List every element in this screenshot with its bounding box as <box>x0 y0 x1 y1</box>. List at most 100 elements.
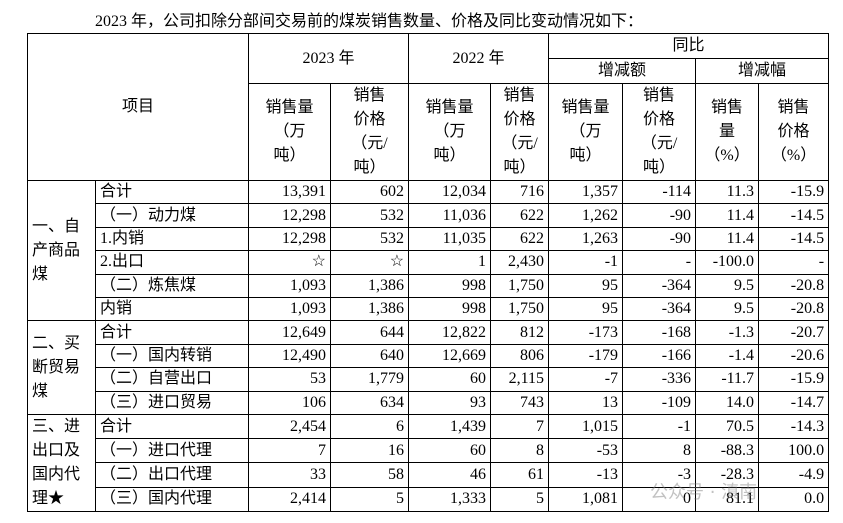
value-cell: 743 <box>490 390 550 415</box>
column-header: 销售量 （万 吨） <box>548 83 624 181</box>
value-cell: 1,357 <box>548 179 624 205</box>
group-label: 三、进出口及国内代理★ <box>27 413 96 512</box>
table-body: 项目 2023 年 2022 年 同比 增减额 增减幅 销售量 （万 吨） 销售 价格 （… <box>26 33 830 512</box>
value-cell: 1,386 <box>330 296 410 322</box>
value-cell: 806 <box>490 343 550 369</box>
value-cell: 2,430 <box>490 250 550 275</box>
header-cell: 增减额 <box>548 58 697 84</box>
data-row: （二）自营出口 53 1,779 60 2,115 -7 -336 -11.7 -15.9 <box>28 367 830 392</box>
value-cell: 12,649 <box>248 320 332 345</box>
value-cell: -14.5 <box>758 203 830 228</box>
column-header: 销售价格 （元/吨） <box>490 83 550 181</box>
value-cell: 1,081 <box>548 486 624 512</box>
header-cell: 2022 年 <box>408 33 550 84</box>
data-row: （一）进口代理 7 16 60 8 -53 8 -88.3 100.0 <box>28 438 830 464</box>
column-header: 销售 价格 （元/吨） <box>330 83 410 181</box>
column-header: 销售 价格 （%） <box>758 83 830 181</box>
header-line: 价格 <box>777 123 810 140</box>
value-cell: 1 <box>408 250 492 275</box>
row-label: （二）自营出口 <box>94 367 250 392</box>
value-cell: -179 <box>548 343 624 369</box>
value-cell: -28.3 <box>695 462 760 488</box>
value-cell: 13,391 <box>248 179 332 205</box>
value-cell: -15.9 <box>758 367 830 392</box>
value-cell: 1,750 <box>490 273 550 298</box>
row-label: 内销 <box>94 296 250 322</box>
header-line: 量 <box>719 123 736 140</box>
value-cell: -20.8 <box>758 296 830 322</box>
value-cell: -53 <box>548 438 624 464</box>
value-cell: -90 <box>622 203 697 228</box>
header-cell: 2023 年 <box>248 33 410 84</box>
value-cell: -1.4 <box>695 343 760 369</box>
header-line: 销售 <box>503 87 536 104</box>
header-row: 增减额 增减幅 <box>28 58 830 84</box>
header-line: 销售量 <box>265 99 314 116</box>
value-cell: 12,298 <box>248 226 332 252</box>
row-label: 合计 <box>94 179 250 205</box>
value-cell: -336 <box>622 367 697 392</box>
value-cell: -364 <box>622 273 697 298</box>
value-cell: ☆ <box>330 250 410 275</box>
header-line: 价格 <box>503 111 536 128</box>
header-line: 吨） <box>353 159 386 176</box>
data-row: （三）进口贸易 106 634 93 743 13 -109 14.0 -14.7 <box>28 390 830 415</box>
value-cell: -4.9 <box>758 462 830 488</box>
value-cell: -1 <box>548 250 624 275</box>
value-cell: 11.4 <box>695 203 760 228</box>
value-cell: 716 <box>490 179 550 205</box>
column-header: 销售量 （%） <box>695 83 760 181</box>
value-cell: -20.6 <box>758 343 830 369</box>
value-cell: 812 <box>490 320 550 345</box>
value-cell: 61 <box>490 462 550 488</box>
value-cell: 644 <box>330 320 410 345</box>
value-cell: 1,386 <box>330 273 410 298</box>
group-label: 一、自产商品煤 <box>27 179 96 322</box>
row-label: （一）国内转销 <box>94 343 250 369</box>
value-cell: -173 <box>548 320 624 345</box>
row-label: 合计 <box>94 320 250 345</box>
value-cell: 2,414 <box>248 486 332 512</box>
value-cell: 2,454 <box>248 413 332 440</box>
data-row: （二）出口代理 33 58 46 61 -13 -3 -28.3 -4.9 <box>28 462 830 488</box>
value-cell: -100.0 <box>695 250 760 275</box>
header-cell: 增减幅 <box>695 58 830 84</box>
value-cell: 46 <box>408 462 492 488</box>
watermark: 公众号 · 滇南 <box>650 482 758 503</box>
value-cell: 602 <box>330 179 410 205</box>
value-cell: 7 <box>248 438 332 464</box>
row-label: （二）出口代理 <box>94 462 250 488</box>
header-line: （万 <box>433 123 466 140</box>
value-cell: 95 <box>548 273 624 298</box>
header-line: （元/ <box>501 135 538 152</box>
value-cell: 1,750 <box>490 296 550 322</box>
value-cell: 16 <box>330 438 410 464</box>
row-label: 1.内销 <box>94 226 250 252</box>
value-cell: -14.3 <box>758 413 830 440</box>
data-row: （一）动力煤 12,298 532 11,036 622 1,262 -90 11.4 -14.… <box>28 203 830 228</box>
value-cell: -3 <box>622 462 697 488</box>
value-cell: -90 <box>622 226 697 252</box>
header-cell: 项目 <box>26 33 250 181</box>
value-cell: -1.3 <box>695 320 760 345</box>
value-cell: -1 <box>622 413 697 440</box>
header-line: （万 <box>273 123 306 140</box>
data-row: 1.内销 12,298 532 11,035 622 1,263 -90 11.4 -14.5 <box>28 226 830 252</box>
header-line: 吨） <box>503 159 536 176</box>
value-cell: 1,333 <box>408 486 492 512</box>
value-cell: 9.5 <box>695 273 760 298</box>
value-cell: 8 <box>622 438 697 464</box>
value-cell: 640 <box>330 343 410 369</box>
data-row: （一）国内转销 12,490 640 12,669 806 -179 -166 -1.4 -20… <box>28 343 830 369</box>
value-cell: 11,036 <box>408 203 492 228</box>
column-header: 销售 价格 （元/吨） <box>622 83 697 181</box>
value-cell: 12,490 <box>248 343 332 369</box>
value-cell: -166 <box>622 343 697 369</box>
value-cell: -13 <box>548 462 624 488</box>
sales-table: 项目 2023 年 2022 年 同比 增减额 增减幅 销售量 （万 吨） 销售 价格 （… <box>26 33 830 512</box>
header-line: （万 <box>569 123 602 140</box>
header-line: 销售量 <box>561 99 610 116</box>
value-cell: 0 <box>622 486 697 512</box>
row-label: （二）炼焦煤 <box>94 273 250 298</box>
